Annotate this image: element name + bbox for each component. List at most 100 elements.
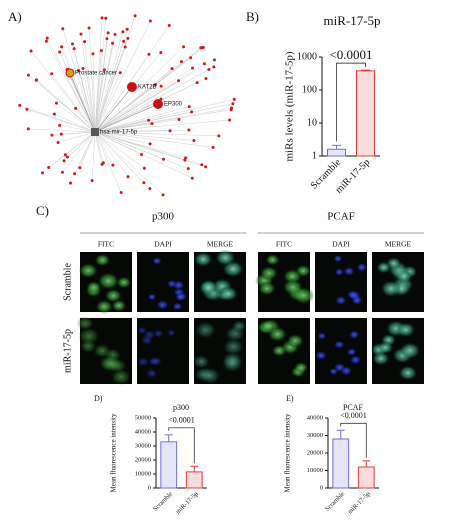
cell bbox=[150, 356, 162, 366]
y-tick-label: 10000 bbox=[135, 470, 151, 477]
cell bbox=[349, 330, 360, 339]
edge bbox=[94, 103, 233, 133]
charts: B) miR-17-5p miRs levels (miR-17-5p) 1 10 100… bbox=[94, 9, 381, 516]
edge bbox=[62, 28, 96, 133]
node bbox=[148, 187, 152, 191]
cell bbox=[346, 348, 357, 356]
cell bbox=[386, 257, 402, 270]
edge bbox=[94, 130, 171, 133]
node bbox=[65, 155, 69, 159]
cell bbox=[260, 266, 278, 281]
node bbox=[142, 166, 146, 170]
cell bbox=[116, 276, 132, 289]
node bbox=[41, 171, 45, 175]
node bbox=[61, 27, 65, 31]
node bbox=[159, 51, 163, 55]
node bbox=[212, 58, 216, 62]
edge bbox=[94, 103, 159, 133]
node bbox=[60, 45, 64, 49]
node bbox=[200, 163, 204, 167]
node-label: Prostate cancer bbox=[75, 71, 117, 77]
channel-label: MERGE bbox=[385, 240, 412, 249]
edge bbox=[79, 131, 96, 168]
y-axis-label: miRs levels (miR-17-5p) bbox=[284, 51, 296, 161]
bar bbox=[357, 466, 375, 489]
node bbox=[190, 110, 194, 114]
edge bbox=[94, 31, 124, 133]
edge bbox=[26, 108, 96, 133]
cell bbox=[94, 253, 111, 267]
y-tick-label: 10000 bbox=[307, 467, 323, 474]
edge bbox=[84, 41, 96, 133]
edge bbox=[94, 131, 129, 177]
cell bbox=[317, 332, 327, 340]
cell bbox=[192, 354, 210, 369]
node bbox=[54, 101, 58, 105]
edge bbox=[94, 131, 104, 163]
edge bbox=[94, 85, 162, 133]
cell bbox=[194, 321, 217, 339]
edge bbox=[61, 46, 96, 133]
cell bbox=[152, 257, 162, 265]
node bbox=[133, 14, 137, 18]
cell bbox=[333, 255, 343, 263]
node bbox=[139, 153, 143, 157]
node bbox=[87, 26, 91, 30]
cell bbox=[348, 290, 361, 300]
node bbox=[126, 36, 130, 40]
edge bbox=[94, 17, 103, 133]
cell bbox=[172, 280, 185, 290]
node bbox=[111, 41, 115, 45]
node bbox=[153, 99, 163, 109]
node bbox=[123, 45, 127, 49]
edge bbox=[80, 34, 96, 133]
group-label: p300 bbox=[152, 211, 175, 223]
node bbox=[77, 68, 81, 72]
cell bbox=[219, 286, 238, 302]
channel-label: MERGE bbox=[207, 240, 234, 249]
edge bbox=[94, 131, 151, 189]
group-label: PCAF bbox=[327, 211, 355, 223]
bar bbox=[185, 471, 203, 489]
node bbox=[150, 122, 154, 126]
edge bbox=[63, 131, 96, 161]
cell bbox=[95, 299, 113, 314]
node bbox=[45, 36, 49, 40]
cell bbox=[143, 330, 156, 340]
node bbox=[91, 52, 95, 56]
edge bbox=[36, 79, 96, 133]
channel-label: DAPI bbox=[332, 240, 350, 249]
panel-label: E) bbox=[286, 394, 294, 403]
panel-label: A) bbox=[8, 9, 22, 24]
edge bbox=[56, 102, 96, 133]
node bbox=[72, 47, 76, 51]
cell bbox=[294, 361, 309, 374]
edge bbox=[94, 38, 108, 133]
cell bbox=[334, 268, 344, 276]
edge bbox=[94, 29, 128, 133]
cell bbox=[198, 280, 218, 296]
edge bbox=[94, 67, 193, 133]
node bbox=[79, 32, 83, 36]
edge bbox=[61, 131, 96, 135]
node bbox=[25, 107, 29, 111]
cell bbox=[261, 320, 276, 332]
cell bbox=[398, 365, 418, 381]
edge bbox=[82, 68, 96, 133]
cell bbox=[340, 366, 353, 376]
node bbox=[232, 97, 236, 101]
edge bbox=[94, 131, 214, 148]
edge bbox=[94, 119, 230, 133]
y-axis-label: Mean fluorescence intensity bbox=[110, 413, 118, 492]
edge bbox=[94, 106, 190, 133]
cell bbox=[110, 368, 132, 386]
node bbox=[35, 78, 39, 82]
node bbox=[229, 108, 233, 112]
y-tick-label: 0 bbox=[320, 484, 323, 491]
node bbox=[121, 30, 125, 34]
cell bbox=[267, 326, 288, 342]
edge bbox=[94, 131, 186, 159]
x-tick-label: Scramble bbox=[324, 490, 346, 512]
edge bbox=[94, 15, 136, 133]
